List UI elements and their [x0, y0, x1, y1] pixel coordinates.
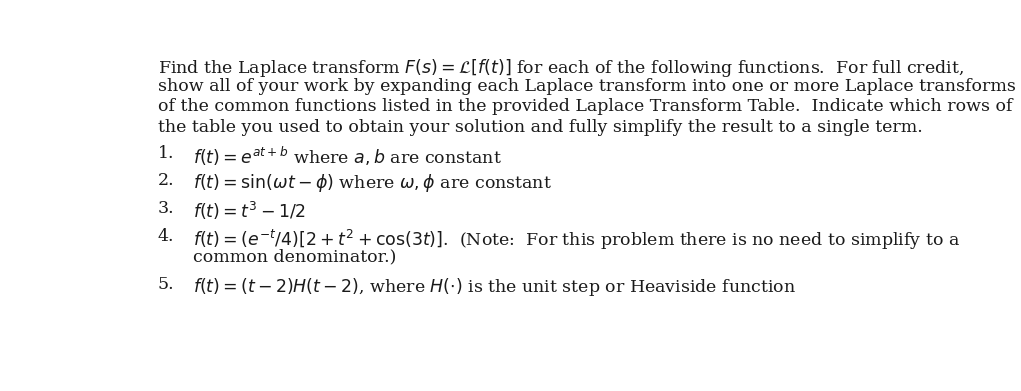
Text: $f(t) = \sin(\omega t - \phi)$ where $\omega, \phi$ are constant: $f(t) = \sin(\omega t - \phi)$ where $\o…: [193, 172, 551, 194]
Text: $f(t) = e^{at+b}$ where $a, b$ are constant: $f(t) = e^{at+b}$ where $a, b$ are const…: [193, 145, 501, 168]
Text: Find the Laplace transform $F(s) = \mathcal{L}[f(t)]$ for each of the following : Find the Laplace transform $F(s) = \math…: [157, 57, 964, 79]
Text: $f(t) = (e^{-t}/4)[2 + t^2 + \cos(3t)]$.  (Note:  For this problem there is no n: $f(t) = (e^{-t}/4)[2 + t^2 + \cos(3t)]$.…: [193, 228, 960, 252]
Text: 3.: 3.: [157, 200, 175, 217]
Text: $f(t) = (t-2)H(t-2)$, where $H(\cdot)$ is the unit step or Heaviside function: $f(t) = (t-2)H(t-2)$, where $H(\cdot)$ i…: [193, 276, 795, 298]
Text: 1.: 1.: [157, 145, 175, 162]
Text: 4.: 4.: [157, 228, 175, 245]
Text: the table you used to obtain your solution and fully simplify the result to a si: the table you used to obtain your soluti…: [157, 119, 922, 136]
Text: of the common functions listed in the provided Laplace Transform Table.  Indicat: of the common functions listed in the pr…: [157, 99, 1012, 115]
Text: 2.: 2.: [157, 172, 175, 190]
Text: common denominator.): common denominator.): [193, 248, 396, 265]
Text: show all of your work by expanding each Laplace transform into one or more Lapla: show all of your work by expanding each …: [157, 78, 1016, 95]
Text: $f(t) = t^3 - 1/2$: $f(t) = t^3 - 1/2$: [193, 200, 305, 222]
Text: 5.: 5.: [157, 276, 175, 293]
